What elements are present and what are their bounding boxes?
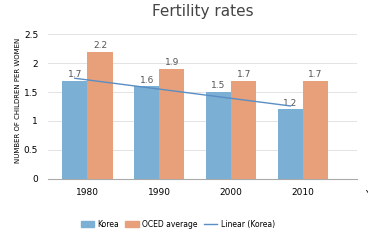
Y-axis label: NUMBER OF CHILDREN PER WOMEN: NUMBER OF CHILDREN PER WOMEN [15, 38, 21, 163]
Bar [303, 81, 328, 179]
Bar [159, 69, 184, 179]
Bar [206, 92, 231, 179]
Text: 1.7: 1.7 [237, 70, 251, 79]
Bar [134, 86, 159, 179]
Bar [278, 109, 303, 179]
Bar [231, 81, 256, 179]
Text: 1.6: 1.6 [139, 76, 154, 85]
Text: YEAR: YEAR [365, 190, 368, 199]
Bar [87, 52, 113, 179]
Bar [62, 81, 87, 179]
Text: 1.5: 1.5 [211, 81, 226, 90]
Text: 1.7: 1.7 [308, 70, 323, 79]
Text: 1.9: 1.9 [164, 58, 179, 67]
Text: 1.2: 1.2 [283, 99, 298, 108]
Title: Fertility rates: Fertility rates [152, 4, 253, 19]
Legend: Korea, OCED average, Linear (Korea): Korea, OCED average, Linear (Korea) [78, 217, 278, 229]
Text: 2.2: 2.2 [93, 41, 107, 50]
Text: 1.7: 1.7 [68, 70, 82, 79]
